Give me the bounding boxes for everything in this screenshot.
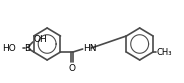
Text: OH: OH [34, 35, 47, 43]
Text: HN: HN [83, 43, 97, 53]
Text: CH₃: CH₃ [157, 47, 172, 57]
Text: B: B [24, 43, 30, 53]
Text: O: O [69, 64, 76, 73]
Text: HO: HO [2, 43, 15, 53]
